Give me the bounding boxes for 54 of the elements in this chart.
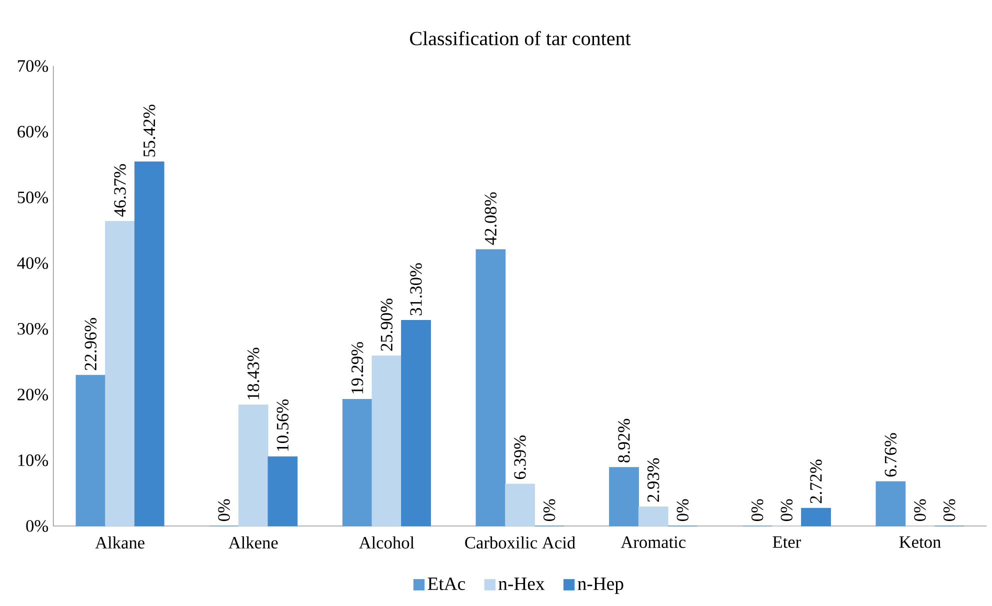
data-label: 8.92% <box>618 418 630 462</box>
bar <box>268 456 298 526</box>
legend-label: EtAc <box>428 578 466 590</box>
bar <box>801 508 831 526</box>
data-label: 0% <box>780 499 793 522</box>
y-tick-label: 40% <box>17 257 48 270</box>
data-label: 46.37% <box>114 164 126 217</box>
bar <box>105 221 135 526</box>
data-label: 2.93% <box>647 458 660 502</box>
bar <box>238 404 268 526</box>
x-tick-label: Aromatic <box>620 536 686 548</box>
x-tick-label: Alkene <box>228 536 278 549</box>
legend-label: n-Hep <box>578 578 624 594</box>
data-label: 10.56% <box>276 399 289 451</box>
y-tick-label: 30% <box>18 322 48 335</box>
data-label: 0% <box>914 499 926 522</box>
data-label: 0% <box>543 499 556 522</box>
bar <box>76 374 106 526</box>
bar <box>476 249 506 526</box>
bar <box>876 481 906 526</box>
y-tick-label: 50% <box>18 192 48 204</box>
chart-title: Classification of tar content <box>410 31 631 46</box>
data-label: 0% <box>218 499 230 522</box>
x-tick-label: Alkane <box>95 536 144 549</box>
data-label: 55.42% <box>143 104 156 157</box>
bar <box>342 398 372 526</box>
data-label: 0% <box>943 499 956 522</box>
data-label: 25.90% <box>380 298 393 351</box>
x-tick-label: Eter <box>772 536 801 548</box>
bar <box>401 320 431 526</box>
x-tick-label: Alcohol <box>358 536 414 549</box>
data-label: 6.76% <box>884 433 897 477</box>
data-label: 19.29% <box>351 342 364 394</box>
y-tick-label: 60% <box>18 126 48 138</box>
data-label: 6.39% <box>514 436 526 479</box>
y-tick-label: 0% <box>26 520 48 532</box>
bar <box>505 484 535 526</box>
data-label: 42.08% <box>484 192 497 245</box>
y-tick-label: 20% <box>18 388 48 400</box>
data-label: 0% <box>676 499 689 522</box>
data-label: 18.43% <box>247 348 260 400</box>
legend-label: n-Hex <box>498 578 545 590</box>
bar <box>609 467 639 526</box>
y-tick-label: 70% <box>18 60 48 72</box>
data-label: 31.30% <box>410 263 422 316</box>
data-label: 2.72% <box>810 460 822 504</box>
bar <box>134 162 164 526</box>
x-tick-label: Keton <box>899 536 941 548</box>
bar <box>372 356 402 526</box>
data-label: 22.96% <box>84 318 97 370</box>
data-label: 0% <box>751 499 764 522</box>
y-tick-label: 10% <box>18 454 48 466</box>
bar <box>638 506 668 526</box>
x-tick-label: Carboxilic Acid <box>465 536 576 549</box>
